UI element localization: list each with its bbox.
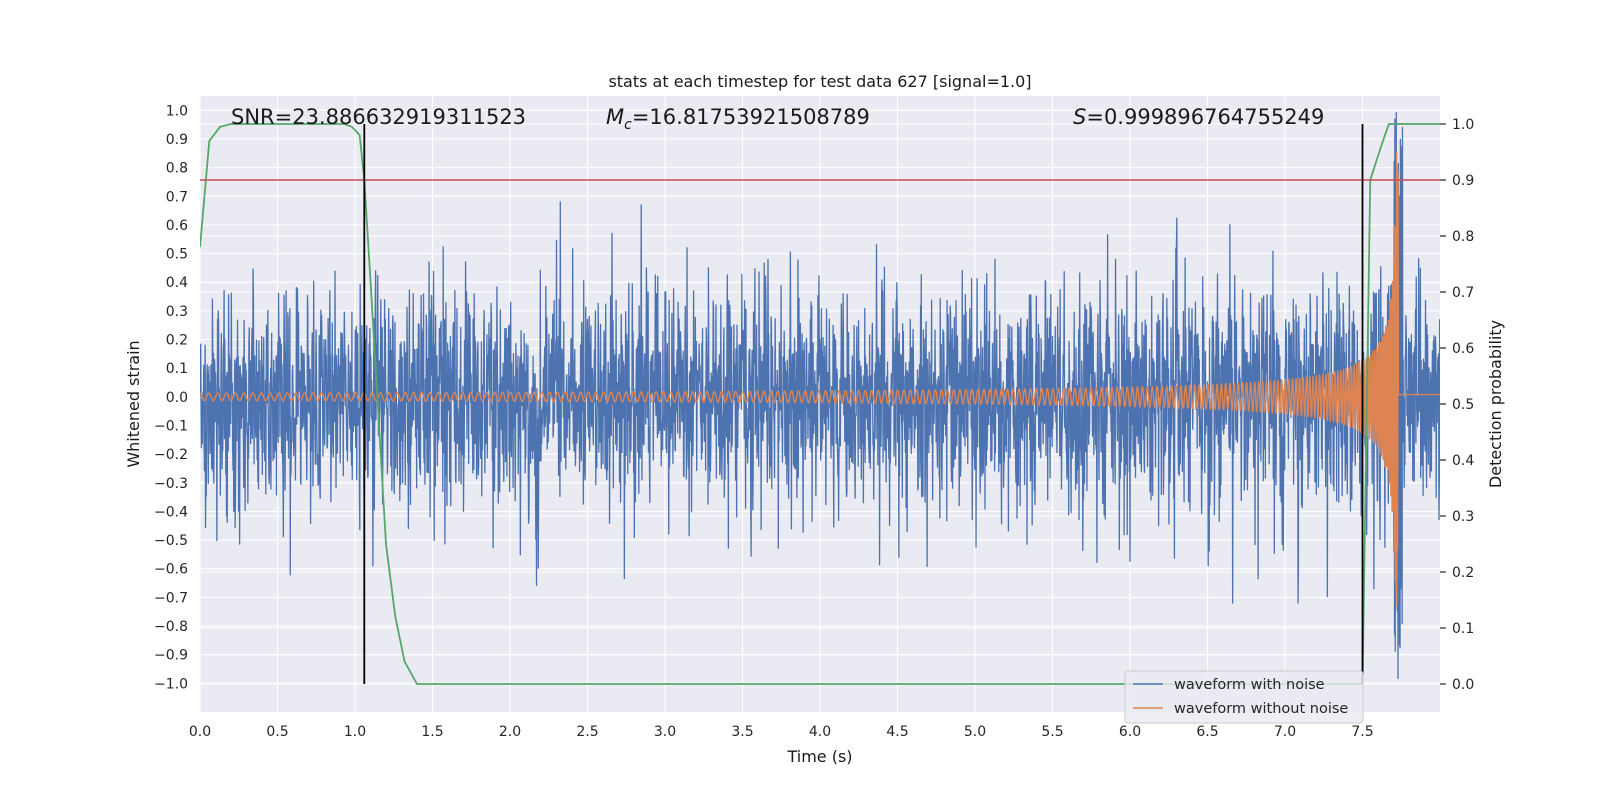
y-tick-label-20: −1.0: [154, 676, 188, 692]
x-tick-label-11: 5.5: [1041, 724, 1063, 740]
x-axis-label: Time (s): [786, 747, 852, 766]
x-tick-label-9: 4.5: [886, 724, 908, 740]
y2-tick-label-10: 0.0: [1452, 677, 1474, 693]
y-tick-label-4: 0.6: [166, 218, 188, 234]
x-tick-label-15: 7.5: [1351, 724, 1373, 740]
y-tick-label-19: −0.9: [154, 648, 188, 664]
detection-probability-line: [200, 123, 1440, 685]
y2-tick-label-5: 0.5: [1452, 397, 1474, 413]
y2-tick-label-8: 0.2: [1452, 565, 1474, 581]
x-tick-label-1: 0.5: [266, 724, 288, 740]
y-tick-label-17: −0.7: [154, 590, 188, 606]
x-tick-label-14: 7.0: [1274, 724, 1296, 740]
y-tick-label-14: −0.4: [154, 504, 188, 520]
y-tick-label-12: −0.2: [154, 447, 188, 463]
chirp-mass-value: =16.81753921508789: [632, 105, 870, 129]
y2-tick-label-0: 1.0: [1452, 117, 1474, 133]
y2-tick-label-3: 0.7: [1452, 285, 1474, 301]
y-tick-label-1: 0.9: [166, 132, 188, 148]
y-tick-label-8: 0.2: [166, 333, 188, 349]
y-tick-label-7: 0.3: [166, 304, 188, 320]
chirp-mass-symbol: M: [606, 105, 624, 129]
y-axis-ticks: 1.0 0.9 0.8 0.7 0.6 0.5 0.4 0.3 0.2 0.1 0.0 −0.1 −0.…: [154, 103, 188, 692]
y-tick-label-6: 0.4: [166, 275, 188, 291]
y-tick-label-0: 1.0: [166, 103, 188, 119]
y-tick-label-2: 0.8: [166, 161, 188, 177]
y2-tick-label-4: 0.6: [1452, 341, 1474, 357]
markers: [200, 124, 1440, 684]
legend-label-waveform-without-noise: waveform without noise: [1174, 701, 1348, 717]
x-tick-label-2: 1.0: [344, 724, 366, 740]
snr-annotation: SNR=23.886632919311523: [231, 105, 526, 129]
x-tick-label-0: 0.0: [189, 724, 211, 740]
y-tick-label-9: 0.1: [166, 361, 188, 377]
x-tick-label-6: 3.0: [654, 724, 676, 740]
x-axis-ticks: 0.0 0.5 1.0 1.5 2.0 2.5 3.0 3.5 4.0 4.5 5.0 5.5 6.0 6…: [189, 724, 1374, 740]
score-annotation: S=0.999896764755249: [1073, 105, 1324, 129]
x-tick-label-10: 5.0: [964, 724, 986, 740]
y-tick-label-18: −0.8: [154, 619, 188, 635]
x-tick-label-13: 6.5: [1196, 724, 1218, 740]
y2-tick-label-1: 0.9: [1452, 173, 1474, 189]
y-tick-label-11: −0.1: [154, 418, 188, 434]
y-tick-label-15: −0.5: [154, 533, 188, 549]
y-tick-label-3: 0.7: [166, 189, 188, 205]
legend-box: [1124, 670, 1364, 724]
series-detection-probability: [200, 123, 1440, 685]
x-tick-label-3: 1.5: [421, 724, 443, 740]
x-tick-label-8: 4.0: [809, 724, 831, 740]
chirp-mass-subscript: c: [624, 117, 632, 133]
x-tick-label-12: 6.0: [1119, 724, 1141, 740]
x-tick-label-5: 2.5: [576, 724, 598, 740]
y2-tick-label-6: 0.4: [1452, 453, 1474, 469]
y2-tick-label-9: 0.1: [1452, 621, 1474, 637]
legend-label-waveform-with-noise: waveform with noise: [1174, 677, 1325, 693]
series-waveform-without-noise: [200, 150, 1440, 606]
clean-waveform-line: [200, 150, 1440, 606]
y2-tick-label-7: 0.3: [1452, 509, 1474, 525]
y2-axis-ticks: 1.0 0.9 0.8 0.7 0.6 0.5 0.4 0.3 0.2 0.1 0.0: [1440, 117, 1474, 693]
y-tick-label-5: 0.5: [166, 247, 188, 263]
x-tick-label-4: 2.0: [499, 724, 521, 740]
y-tick-label-13: −0.3: [154, 476, 188, 492]
score-value: =0.999896764755249: [1086, 105, 1324, 129]
x-tick-label-7: 3.5: [731, 724, 753, 740]
y2-tick-label-2: 0.8: [1452, 229, 1474, 245]
y-tick-label-10: 0.0: [166, 390, 188, 406]
chirp-mass-annotation: Mc=16.81753921508789: [606, 105, 870, 133]
y2-axis-label: Detection probability: [1486, 320, 1505, 488]
y-tick-label-16: −0.6: [154, 562, 188, 578]
y-axis-label: Whitened strain: [124, 340, 143, 467]
legend: waveform with noise waveform without noi…: [1124, 670, 1364, 724]
chart-title: stats at each timestep for test data 627…: [608, 72, 1031, 91]
score-symbol: S: [1073, 105, 1086, 129]
